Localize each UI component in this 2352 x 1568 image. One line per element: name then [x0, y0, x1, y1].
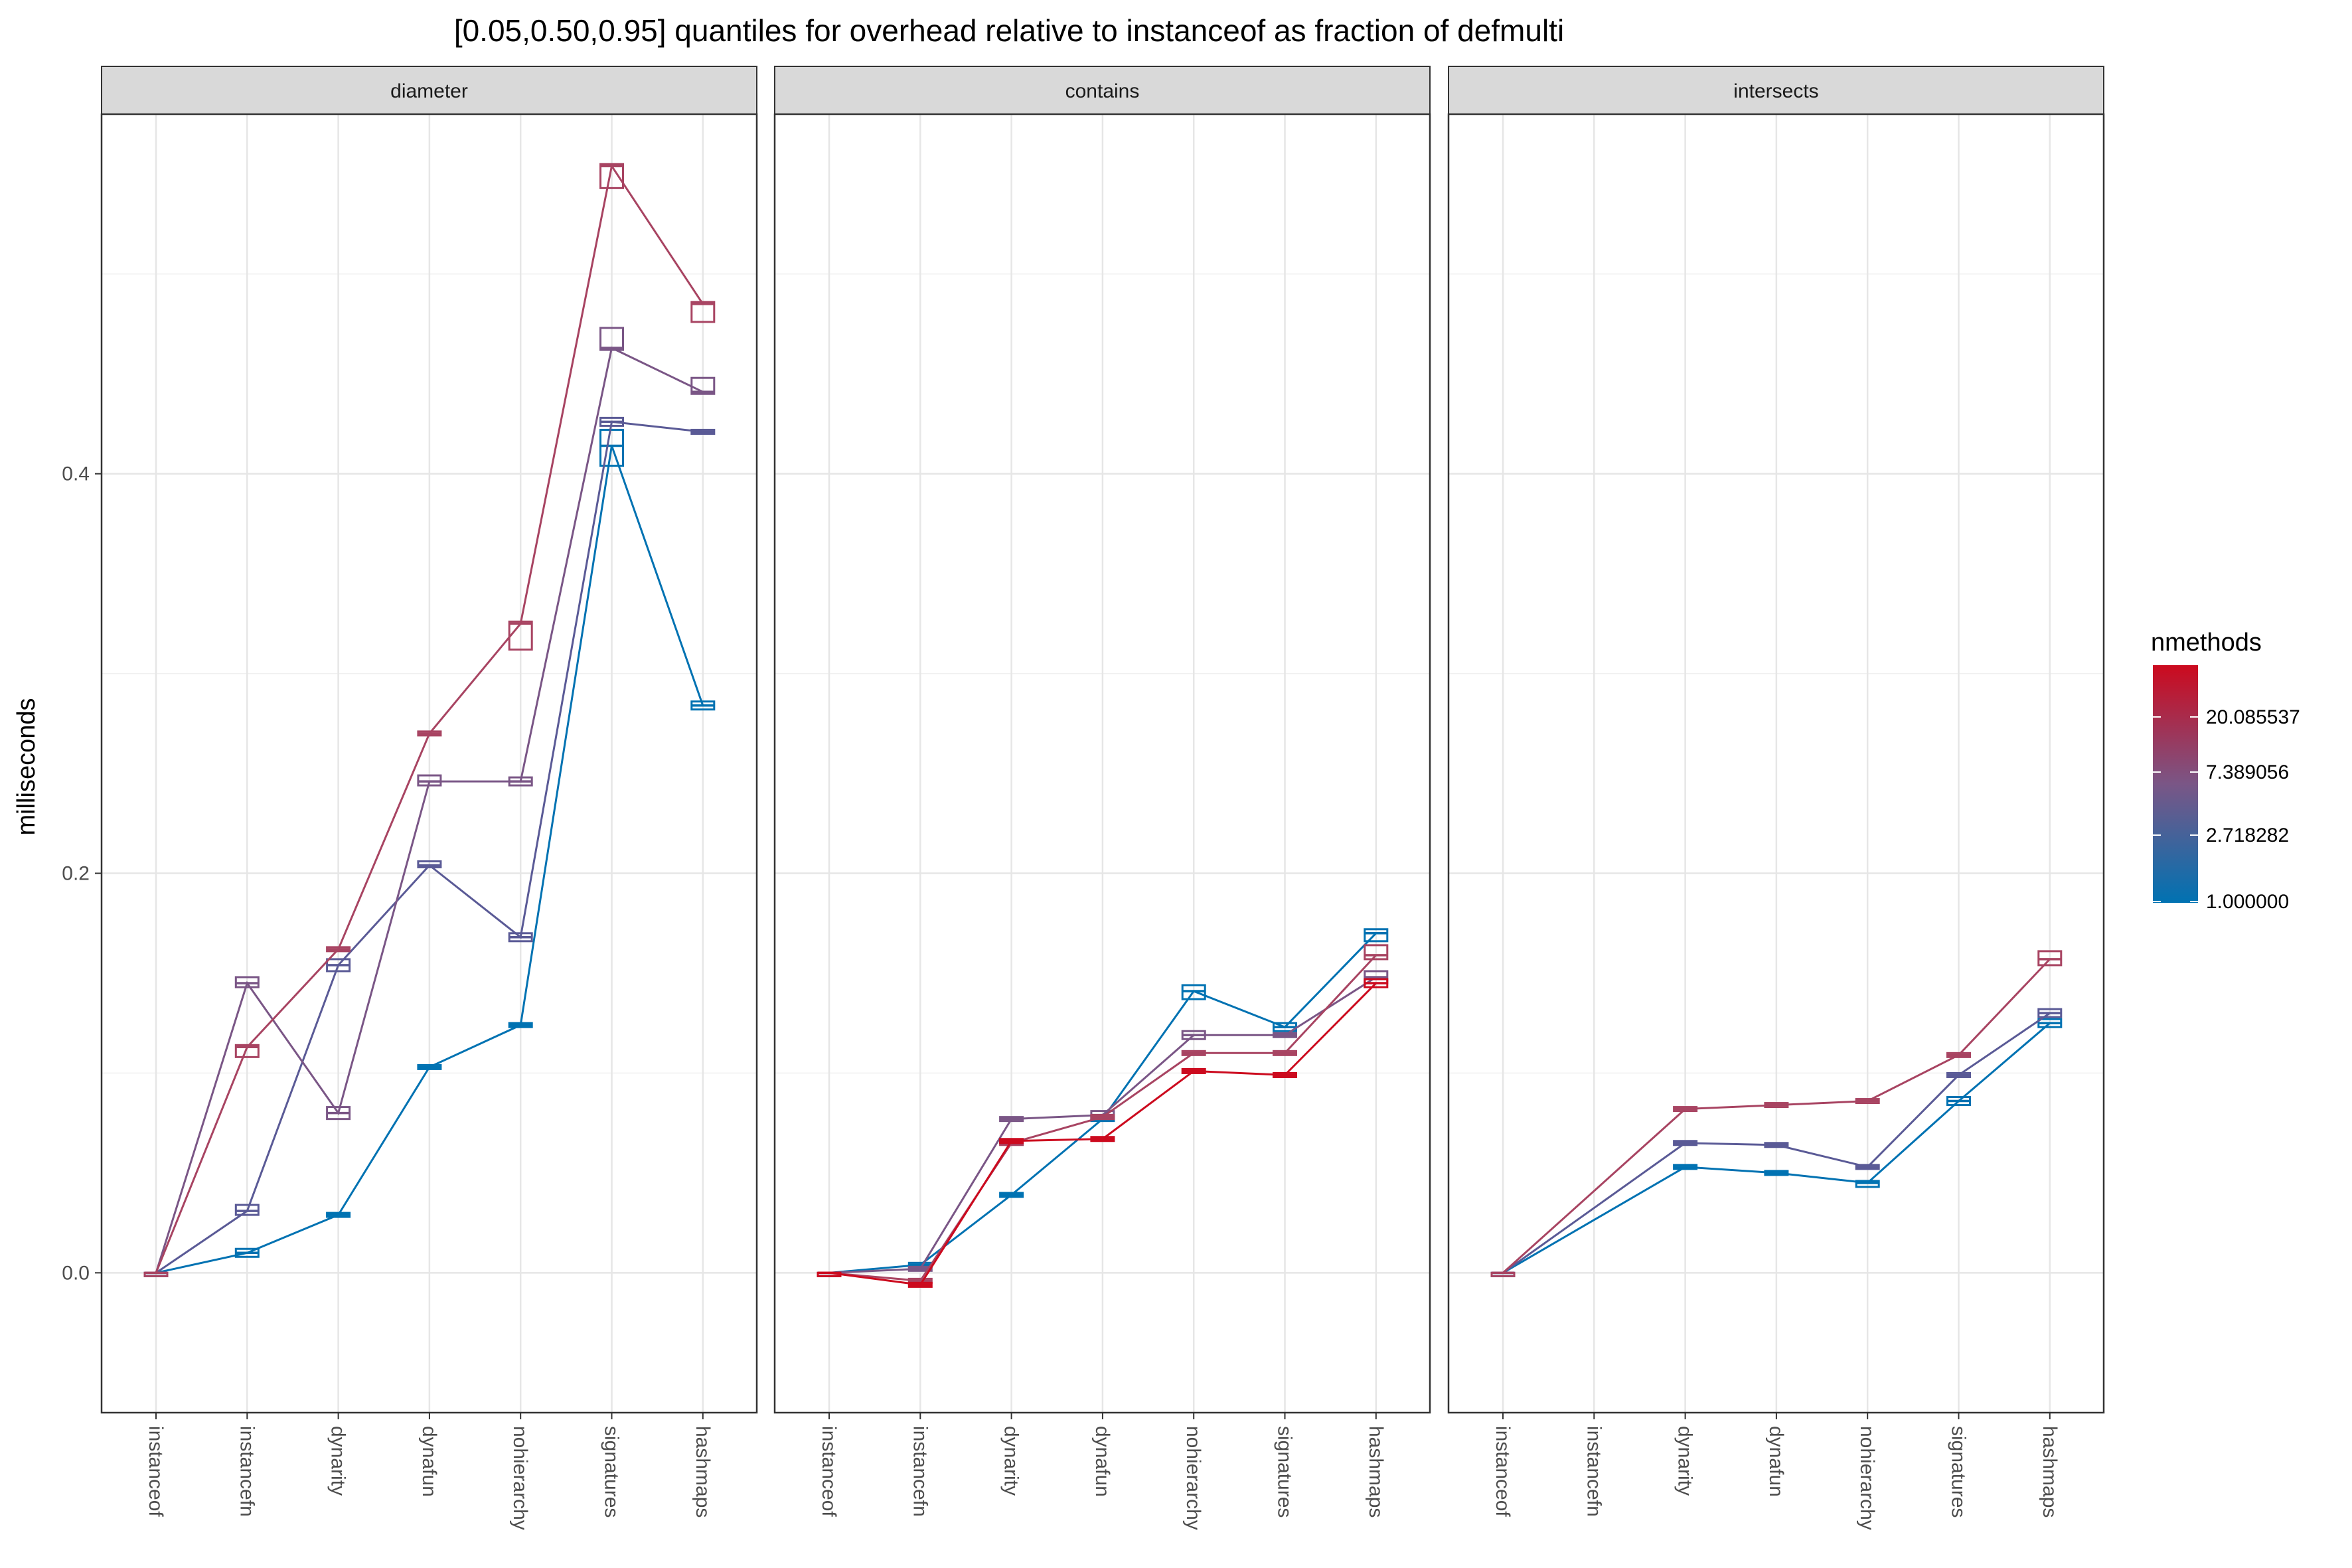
facet-panel-contains: contains instanceof instancefn dynarity dyna… — [773, 66, 1431, 1530]
x-tick-label: instanceof — [1492, 1426, 1514, 1517]
quantile-box — [599, 163, 624, 189]
quantile-box — [1364, 928, 1389, 943]
legend-break-label: 20.085537 — [2206, 706, 2300, 728]
x-tick-label: nohierarchy — [1182, 1426, 1204, 1530]
chart-title: [0.05,0.50,0.95] quantiles for overhead … — [454, 13, 1564, 48]
x-tick-label: signatures — [601, 1426, 623, 1518]
x-tick-label: instancefn — [236, 1426, 258, 1517]
x-tick-label: signatures — [1948, 1426, 1970, 1518]
y-axis-title: milliseconds — [13, 698, 40, 836]
facet-strip — [1448, 66, 2104, 115]
quantile-box — [1364, 944, 1389, 961]
legend-title: nmethods — [2151, 629, 2262, 657]
legend-colorbar — [2153, 665, 2198, 903]
facet-strip-label: intersects — [1733, 80, 1818, 102]
x-tick-label: dynafun — [1091, 1426, 1113, 1497]
series-line — [1502, 1012, 2051, 1274]
series-1 — [1490, 1008, 2063, 1277]
x-tick-label: hashmaps — [692, 1426, 714, 1518]
quantile-box — [508, 620, 533, 651]
legend: nmethods 20.085537 7.389056 2.718282 1.00000… — [2151, 629, 2300, 913]
y-tick-label: 0.4 — [62, 463, 90, 485]
facet-panel-diameter: diameter instanceof instancefn dynarity dyna… — [100, 66, 758, 1530]
x-tick-label: nohierarchy — [1856, 1426, 1878, 1530]
x-tick-label: instanceof — [145, 1426, 167, 1517]
x-tick-label: dynafun — [1765, 1426, 1787, 1497]
x-tick-label: instancefn — [909, 1426, 931, 1517]
quantile-box — [690, 376, 716, 395]
x-tick-label: nohierarchy — [509, 1426, 531, 1530]
x-tick-label: dynafun — [418, 1426, 440, 1497]
facet-strip-label: contains — [1065, 80, 1140, 102]
series-2 — [1490, 950, 2063, 1277]
legend-break-label: 7.389056 — [2206, 761, 2289, 783]
quantile-box — [599, 327, 624, 351]
series-3 — [143, 163, 716, 1277]
series-line — [1502, 1022, 2051, 1274]
y-tick-label: 0.0 — [62, 1262, 90, 1284]
facet-panels: 0.0 0.2 0.4 diameter instanceof instancefn dyn… — [62, 66, 2105, 1530]
facet-panel-intersects: intersects instanceof instancefn dynarity dy… — [1447, 66, 2105, 1530]
legend-break-label: 2.718282 — [2206, 824, 2289, 846]
y-tick-label: 0.2 — [62, 863, 90, 885]
x-tick-label: dynarity — [1000, 1426, 1022, 1496]
facet-strip — [774, 66, 1431, 115]
x-tick-label: dynarity — [327, 1426, 349, 1496]
legend-break-label: 1.000000 — [2206, 891, 2289, 913]
series-line — [1502, 958, 2051, 1274]
facet-strip-label: diameter — [390, 80, 468, 102]
quantile-box — [690, 301, 716, 323]
x-tick-label: hashmaps — [1365, 1426, 1387, 1518]
series-3 — [817, 978, 1389, 1288]
quantile-box — [234, 1044, 260, 1058]
x-tick-label: signatures — [1274, 1426, 1296, 1518]
quantile-box — [599, 428, 624, 467]
x-tick-label: dynarity — [1674, 1426, 1696, 1496]
x-tick-label: instanceof — [818, 1426, 840, 1517]
x-tick-label: instancefn — [1583, 1426, 1605, 1517]
x-tick-label: hashmaps — [2039, 1426, 2061, 1518]
